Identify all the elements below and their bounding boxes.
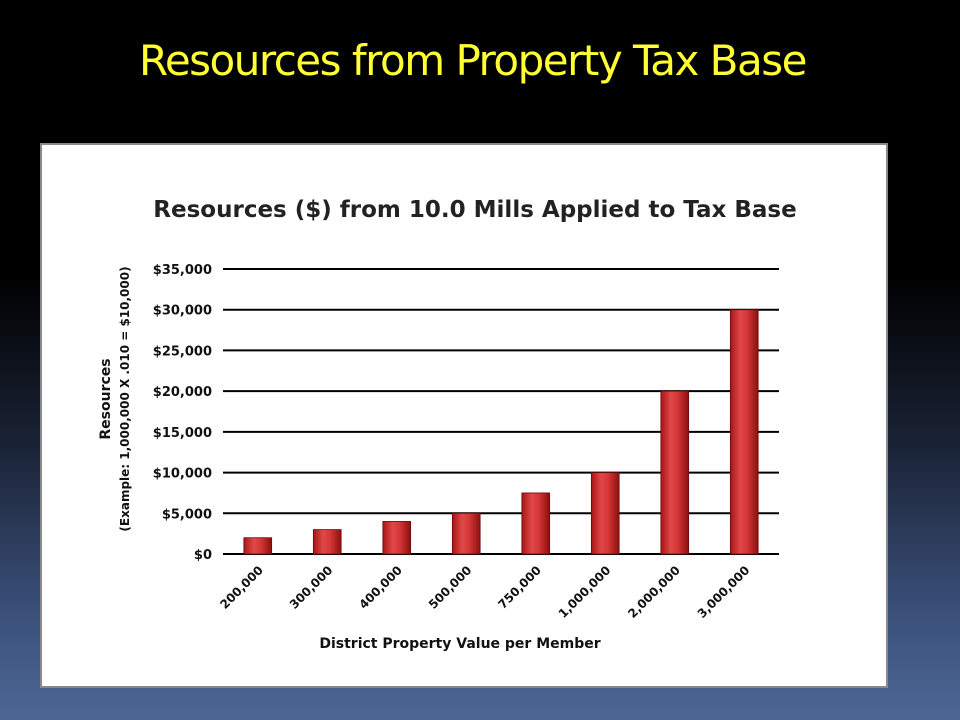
y-tick-label: $35,000 (153, 263, 212, 278)
x-tick-label: 400,000 (356, 563, 405, 612)
x-tick-label: 3,000,000 (695, 563, 753, 621)
x-tick-label: 750,000 (495, 563, 544, 612)
x-tick-label: 300,000 (287, 563, 336, 612)
bar (521, 492, 551, 555)
y-tick-label: $5,000 (162, 507, 212, 522)
x-tick-label: 500,000 (426, 563, 475, 612)
x-tick-label: 2,000,000 (625, 563, 683, 621)
chart-frame: Resources ($) from 10.0 Mills Applied to… (40, 143, 888, 688)
y-tick-label: $30,000 (153, 304, 212, 319)
bar (590, 472, 620, 555)
chart-title: Resources ($) from 10.0 Mills Applied to… (153, 197, 796, 223)
y-tick-label: $10,000 (153, 467, 212, 482)
y-tick-label: $20,000 (153, 385, 212, 400)
x-tick-label: 1,000,000 (556, 563, 614, 621)
bar (312, 529, 342, 555)
bar (451, 512, 481, 555)
y-tick-label: $0 (194, 548, 212, 563)
slide-title: Resources from Property Tax Base (139, 36, 807, 85)
x-tick-label: 200,000 (217, 563, 266, 612)
bar-chart: Resources ($) from 10.0 Mills Applied to… (98, 197, 797, 652)
y-axis-sublabel: (Example: 1,000,000 X .010 = $10,000) (118, 266, 132, 531)
y-tick-label: $15,000 (153, 426, 212, 441)
bar (729, 309, 759, 555)
x-axis-label: District Property Value per Member (319, 636, 600, 652)
bar (660, 390, 690, 555)
bar (243, 537, 273, 555)
y-tick-label: $25,000 (153, 344, 212, 359)
y-axis-label: Resources (98, 358, 114, 439)
bar (382, 521, 412, 555)
